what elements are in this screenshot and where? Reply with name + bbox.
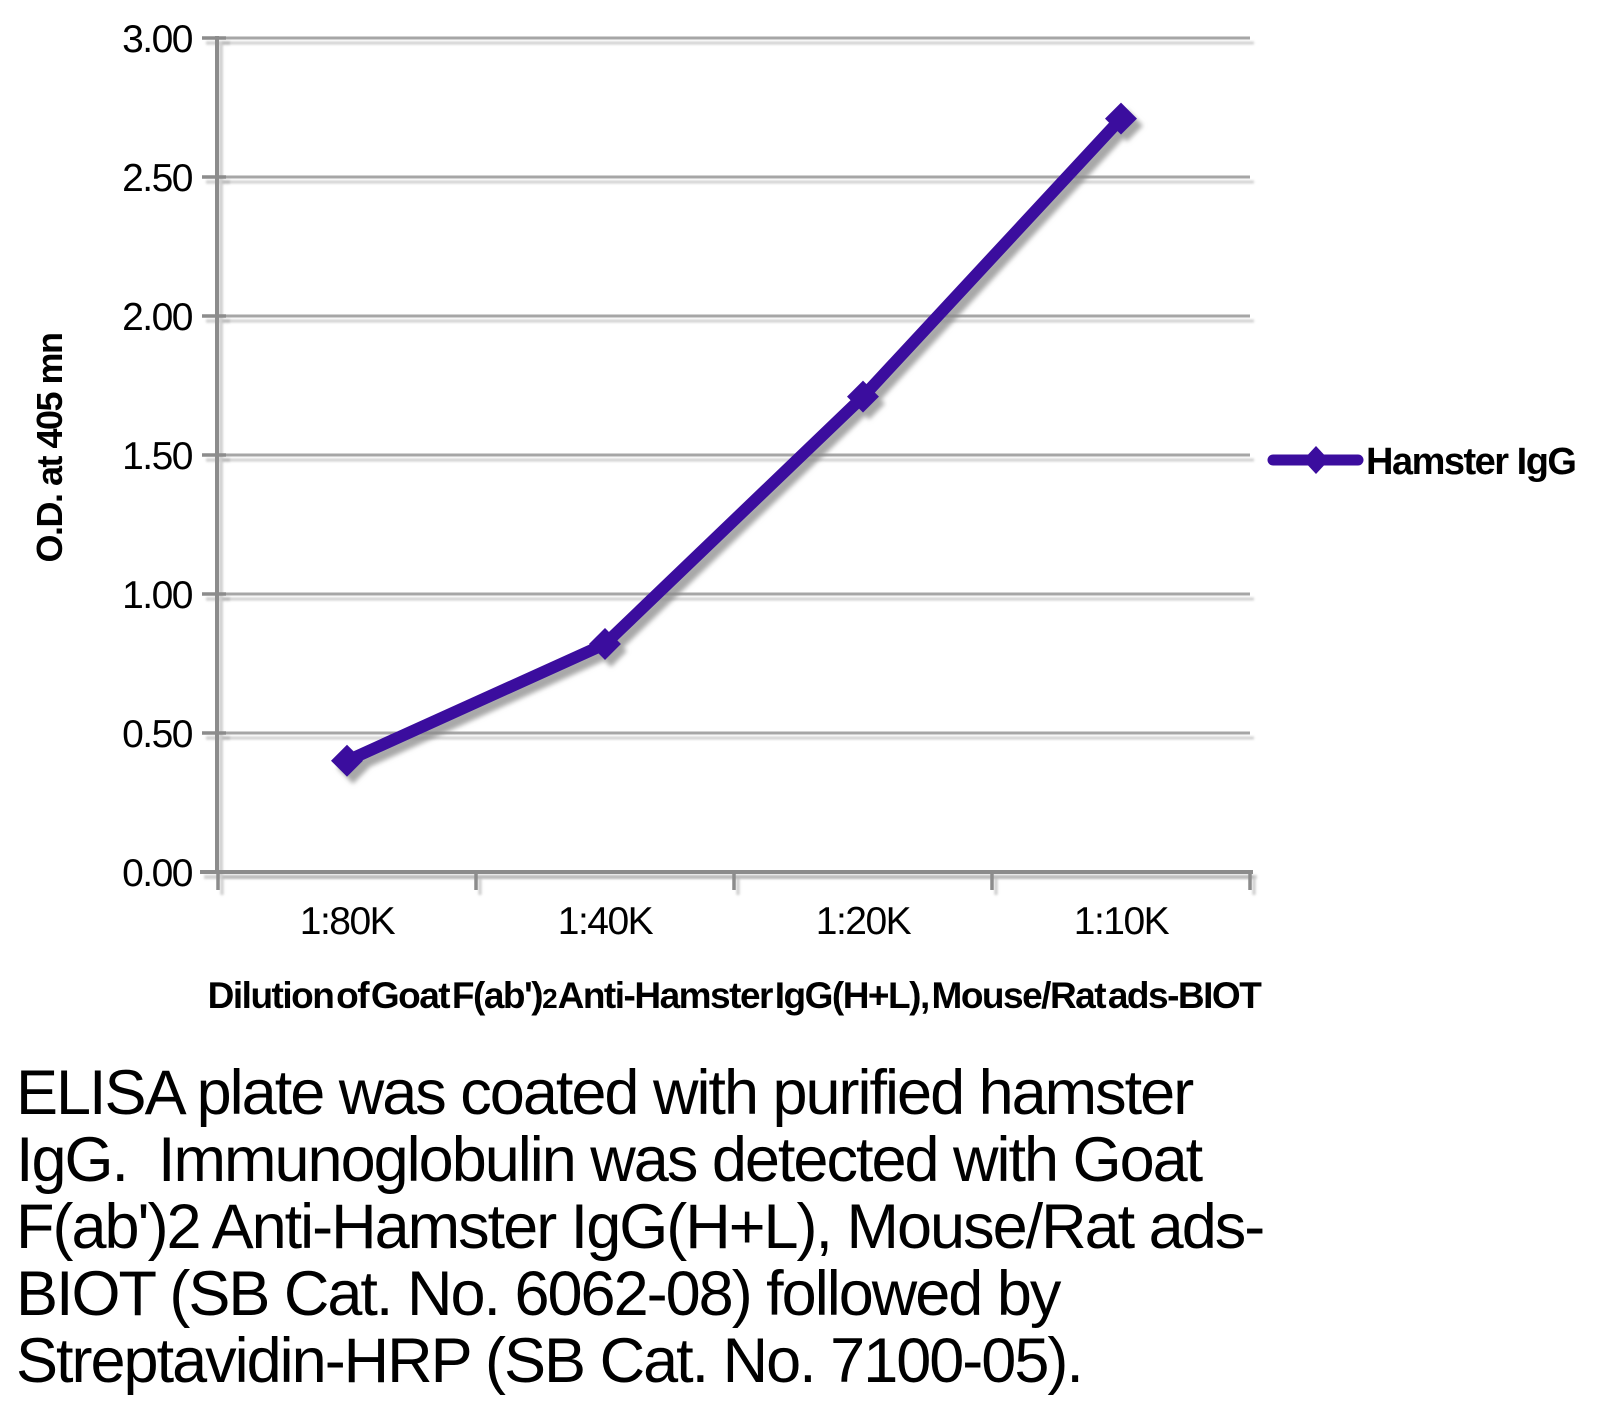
caption-line: ELISA plate was coated with purified ham… [16, 1058, 1194, 1128]
series-line [341, 112, 1127, 767]
y-tick-label: 1.50 [122, 435, 193, 478]
y-tick-label: 1.00 [122, 574, 193, 617]
data-point-marker [847, 380, 879, 413]
x-axis-title-suffix: Anti-Hamster IgG(H+L), Mouse/Rat ads-BIO… [556, 975, 1262, 1016]
caption-line: F(ab')2 Anti-Hamster IgG(H+L), Mouse/Rat… [16, 1192, 1265, 1262]
y-tick-label: 0.50 [122, 713, 193, 756]
legend: Hamster IgG [1267, 441, 1577, 483]
elisa-line-chart: 0.000.501.001.502.002.503.00 1:80K 1:40K 1… [29, 18, 1577, 1016]
x-tick-label: 1:80K [300, 900, 396, 943]
x-tick-labels: 1:80K 1:40K 1:20K 1:10K [300, 900, 1171, 943]
legend-label: Hamster IgG [1366, 441, 1575, 483]
axes [200, 36, 1253, 890]
x-axis-title-prefix: Dilution of Goat F(ab') [208, 975, 543, 1016]
y-tick-label: 2.50 [122, 157, 193, 200]
y-tick-label: 3.00 [122, 18, 193, 61]
caption-line: BIOT (SB Cat. No. 6062-08) followed by [16, 1259, 1061, 1329]
data-point-marker [1105, 102, 1137, 135]
caption-line: IgG. Immunoglobulin was detected with Go… [16, 1125, 1203, 1195]
caption-line: Streptavidin-HRP (SB Cat. No. 7100-05). [16, 1326, 1084, 1396]
data-point-marker [331, 744, 363, 777]
series-hamster-igg [331, 102, 1137, 777]
x-tick-label: 1:40K [558, 900, 654, 943]
data-point-marker [589, 628, 621, 661]
y-tick-label: 2.00 [122, 296, 193, 339]
x-axis-title-subscript: 2 [542, 983, 557, 1014]
series-layer [331, 102, 1137, 777]
x-tick-label: 1:20K [816, 900, 912, 943]
y-tick-label: 0.00 [122, 852, 193, 895]
gridlines [218, 36, 1250, 874]
legend-diamond-marker-icon [1303, 446, 1329, 474]
y-tick-labels: 0.00 0.50 1.00 1.50 2.00 2.50 3.00 [122, 18, 194, 895]
y-axis-title: O.D. at 405 mn [29, 333, 70, 562]
x-tick-label: 1:10K [1074, 900, 1170, 943]
figure-caption: ELISA plate was coated with purified ham… [16, 1058, 1265, 1396]
x-axis-title: Dilution of Goat F(ab')2 Anti-Hamster Ig… [208, 975, 1263, 1016]
